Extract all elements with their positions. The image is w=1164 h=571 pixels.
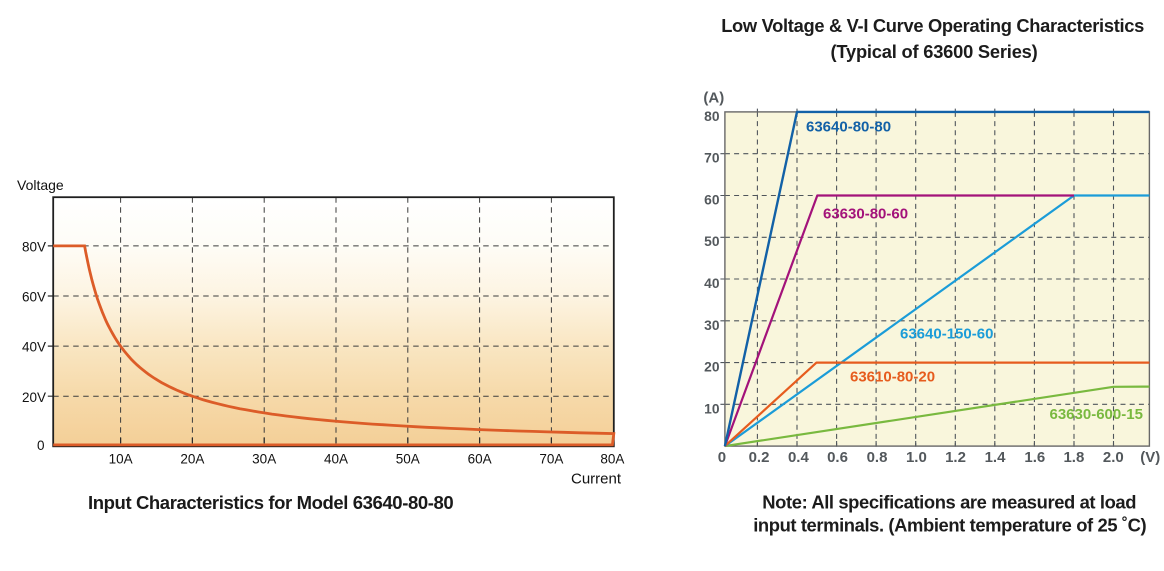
svg-text:Low Voltage & V-I Curve Operat: Low Voltage & V-I Curve Operating Charac… [721,15,1144,36]
svg-text:(A): (A) [703,89,724,106]
svg-text:1.4: 1.4 [985,449,1007,466]
svg-text:Note: All specifications are m: Note: All specifications are measured at… [762,491,1136,512]
svg-text:50: 50 [704,234,720,249]
svg-text:20: 20 [704,360,720,375]
svg-text:0: 0 [718,449,726,466]
svg-text:Voltage: Voltage [17,177,64,193]
svg-text:63640-80-80: 63640-80-80 [806,119,891,136]
svg-text:20V: 20V [22,390,46,405]
svg-text:63610-80-20: 63610-80-20 [850,368,935,385]
svg-text:60: 60 [704,193,720,208]
svg-text:Input Characteristics for Mode: Input Characteristics for Model 63640-80… [88,492,453,513]
svg-text:70A: 70A [539,452,563,467]
svg-text:20A: 20A [180,452,204,467]
svg-text:2.0: 2.0 [1103,449,1124,466]
svg-text:input terminals. (Ambient temp: input terminals. (Ambient temperature of… [753,515,1146,536]
svg-text:10A: 10A [109,452,133,467]
svg-text:63640-150-60: 63640-150-60 [900,325,993,342]
svg-text:(V): (V) [1140,449,1160,466]
svg-text:1.6: 1.6 [1024,449,1045,466]
svg-text:0.4: 0.4 [788,449,810,466]
svg-text:40A: 40A [324,452,348,467]
svg-text:1.0: 1.0 [906,449,927,466]
svg-text:80A: 80A [600,452,624,467]
svg-text:60A: 60A [468,452,492,467]
svg-text:70: 70 [704,151,720,166]
svg-text:0.6: 0.6 [827,449,848,466]
svg-text:63630-80-60: 63630-80-60 [823,206,908,223]
svg-text:Current: Current [571,470,622,487]
svg-text:0.2: 0.2 [749,449,770,466]
svg-text:63630-600-15: 63630-600-15 [1050,406,1143,423]
svg-text:40: 40 [704,276,720,291]
svg-text:1.2: 1.2 [945,449,966,466]
svg-text:30A: 30A [252,452,276,467]
svg-text:80: 80 [704,109,720,124]
svg-text:80V: 80V [22,240,46,255]
svg-text:10: 10 [704,401,720,416]
svg-text:0: 0 [37,438,45,453]
svg-text:0.8: 0.8 [867,449,888,466]
svg-text:40V: 40V [22,340,46,355]
svg-text:50A: 50A [396,452,420,467]
svg-text:1.8: 1.8 [1063,449,1084,466]
svg-text:60V: 60V [22,290,46,305]
svg-text:30: 30 [704,318,720,333]
svg-text:(Typical of 63600 Series): (Typical of 63600 Series) [830,41,1037,62]
